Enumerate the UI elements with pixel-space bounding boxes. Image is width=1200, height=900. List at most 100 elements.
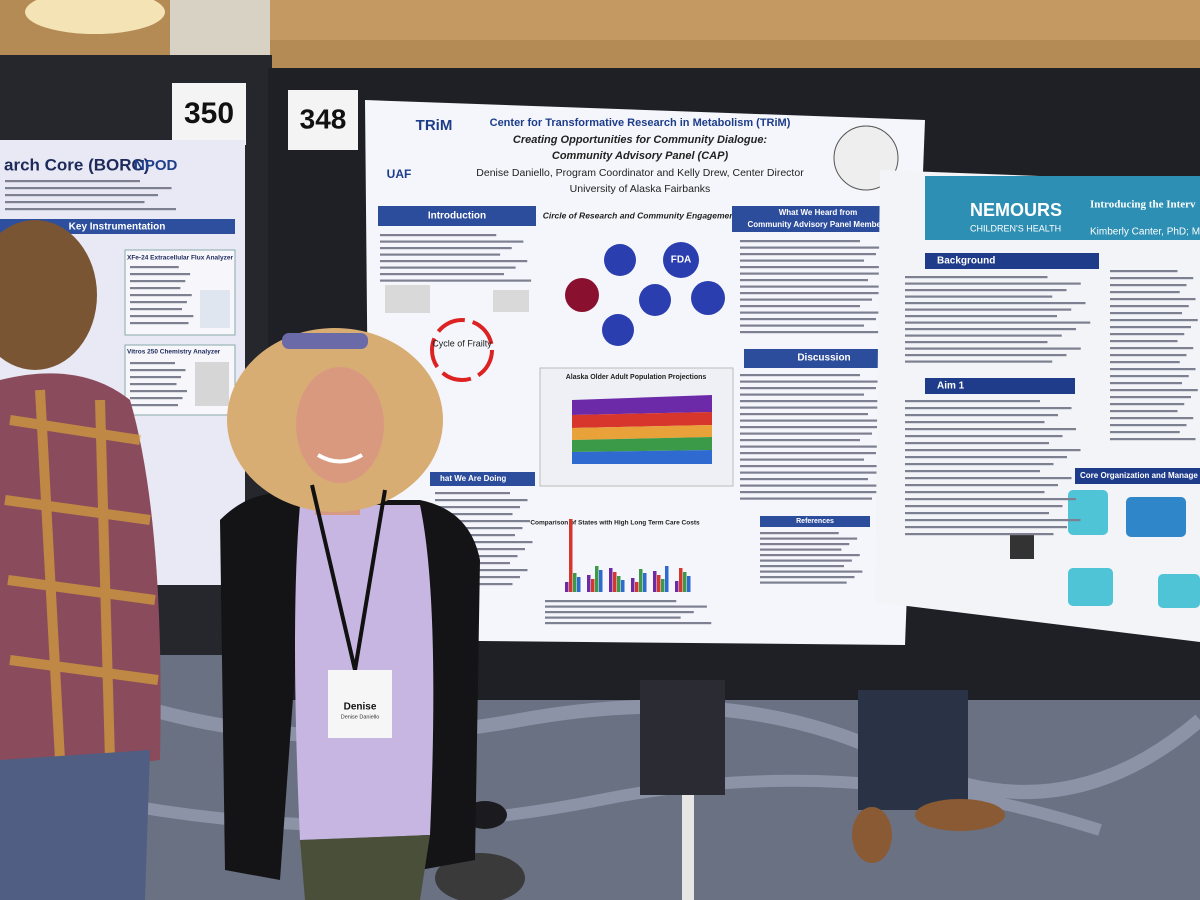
instrument-title: XFe-24 Extracellular Flux Analyzer [127,255,233,262]
text-line [905,421,1045,424]
poster-header [925,176,1200,240]
text-line [740,279,868,282]
text-line [1110,424,1187,427]
section-title: Community Advisory Panel Members [747,220,889,229]
text-line [905,315,1057,318]
diagram-box [493,290,529,312]
section-header [430,472,535,486]
text-line [740,471,880,474]
text-line [1110,382,1182,385]
text-line [740,246,888,249]
smile [316,453,364,464]
pants [300,835,430,900]
text-line [905,289,1067,292]
text-line [905,442,1049,445]
poster-title: arch Core (BORC) [4,155,149,174]
text-line [905,477,1072,480]
section-title: Introduction [428,211,486,222]
poster-logo: NPOD [134,157,178,174]
figure-bar [577,577,581,592]
shoe [852,807,892,863]
figure-bar [609,568,613,592]
board-number: 348 [300,103,347,134]
figure-bar [661,579,665,592]
figure-bar [635,582,639,592]
text-line [905,308,1072,311]
text-line [760,554,860,557]
text-line [740,393,864,396]
text-line [1110,312,1182,315]
text-line [740,292,884,295]
figure-bar [587,575,591,592]
text-line [905,321,1091,324]
poster-logo: NEMOURS [970,200,1062,220]
text-line [5,208,176,211]
figure-bar [665,566,669,592]
figure-bar [573,573,577,592]
text-line [740,458,864,461]
text-line [905,407,1072,410]
diagram-box [385,285,430,313]
section-title: What We Heard from [779,208,858,217]
text-line [435,569,528,572]
text-line [740,380,888,383]
text-line [905,328,1076,331]
text-line [1110,396,1191,399]
wall-upper [270,0,1200,40]
text-line [545,600,677,603]
text-line [740,497,872,500]
text-line [740,439,860,442]
diagram-node [639,284,671,316]
poster-subtitle: Creating Opportunities for Community Dia… [513,134,768,146]
text-line [1110,340,1178,343]
org-box [1068,490,1108,535]
figure [565,519,691,592]
section-title: Key Instrumentation [69,222,166,233]
text-line [1110,270,1178,273]
section-title: Aim 1 [937,381,965,392]
text-line [1110,368,1196,371]
text-line [130,390,187,393]
text-line [905,491,1045,494]
diagram-node [602,314,634,346]
instrument-image [195,362,229,406]
figure-bar [617,576,621,592]
text-line [435,513,513,516]
diagram-title: Circle of Research and Community Engagem… [543,210,739,220]
text-line [740,253,876,256]
text-line [380,240,524,243]
text-line [130,369,186,372]
text-line [5,187,172,190]
text-line [740,298,872,301]
board-number-card [172,83,246,145]
poster-logo-sub: CHILDREN'S HEALTH [970,223,1061,233]
text-line [130,315,194,318]
text-line [740,452,876,455]
text-line [545,616,681,619]
section-header [760,516,870,527]
text-line [380,234,497,237]
text-line [740,259,864,262]
face [296,367,384,483]
text-line [760,559,852,562]
lamp [25,0,165,34]
text-line [760,537,858,540]
text-line [435,548,525,551]
text-line [905,302,1086,305]
figure-band [572,425,712,440]
org-box [1068,568,1113,606]
name-badge [328,670,392,738]
figure-bar [675,581,679,592]
text-line [435,520,530,523]
text-line [740,406,880,409]
figure-bar [565,582,569,592]
text-line [1110,417,1194,420]
text-line [130,383,177,386]
text-line [905,512,1049,515]
figure-bar [631,578,635,592]
diagram-label: Cycle of Frailty [432,338,492,348]
text-line [905,498,1076,501]
text-line [760,570,863,573]
text-line [380,273,504,276]
text-line [760,565,844,568]
